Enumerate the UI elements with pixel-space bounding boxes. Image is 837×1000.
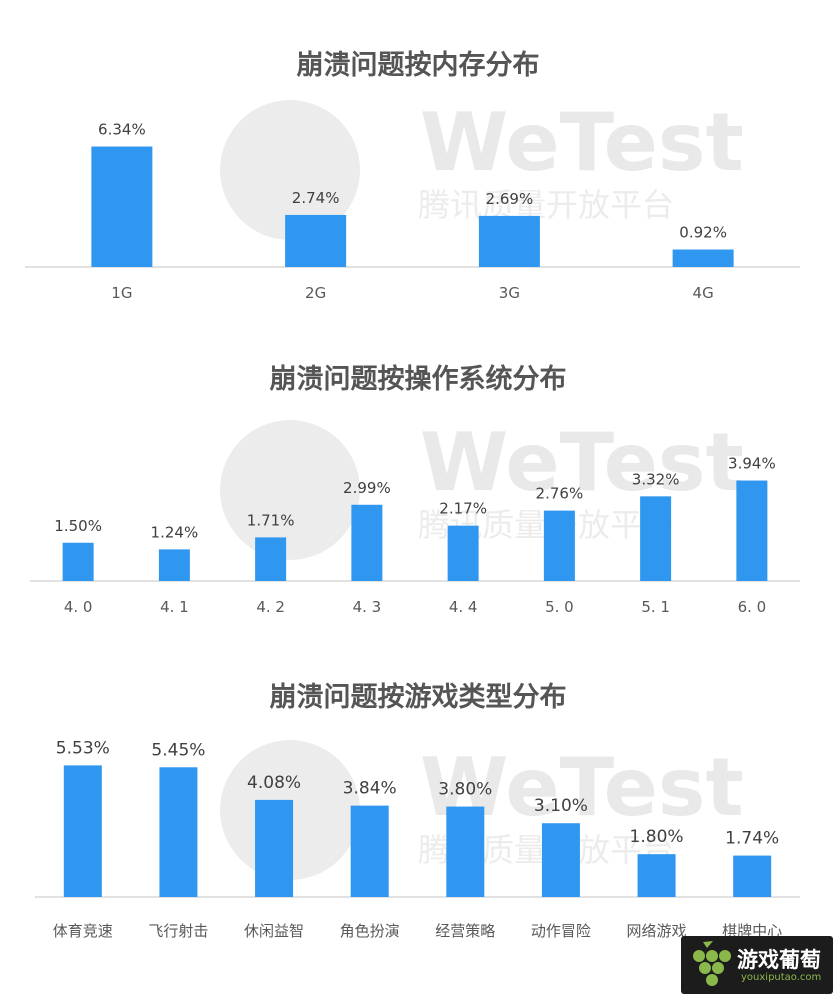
watermark-brand: WeTest	[420, 96, 744, 189]
x-tick-label: 2G	[305, 284, 326, 302]
data-label: 3.80%	[438, 780, 492, 800]
data-label: 3.10%	[534, 796, 588, 816]
x-tick-label: 棋牌中心	[722, 922, 782, 940]
data-label: 3.84%	[343, 779, 397, 799]
x-tick-label: 5. 1	[641, 598, 670, 616]
bar	[158, 549, 190, 581]
x-tick-label: 角色扮演	[340, 922, 400, 940]
bar	[543, 510, 575, 581]
bar	[446, 806, 485, 897]
bar	[63, 765, 102, 897]
data-label: 2.69%	[486, 190, 534, 208]
bar	[478, 215, 540, 267]
bar	[255, 537, 287, 581]
data-label: 6.34%	[98, 121, 146, 139]
bar	[640, 496, 672, 581]
data-label: 2.99%	[343, 479, 391, 497]
x-tick-label: 4. 2	[256, 598, 285, 616]
watermark-1: WeTest 腾讯质量开放平台	[220, 96, 744, 240]
watermark-brand: WeTest	[420, 416, 744, 509]
logo-domain: youxiputao.com	[741, 972, 822, 983]
chart-title: 崩溃问题按操作系统分布	[270, 363, 567, 395]
x-tick-label: 1G	[111, 284, 132, 302]
os-chart: 崩溃问题按操作系统分布 1.50% 4. 0 1.24% 4. 1 1.71% 4. 2 2…	[30, 363, 800, 616]
x-tick-label: 4. 0	[64, 598, 93, 616]
x-tick-label: 休闲益智	[244, 922, 304, 940]
x-tick-label: 6. 0	[738, 598, 767, 616]
data-label: 3.94%	[728, 455, 776, 473]
data-label: 1.24%	[151, 523, 199, 541]
data-label: 1.50%	[54, 517, 102, 535]
x-tick-label: 飞行射击	[148, 922, 208, 940]
logo-name: 游戏葡萄	[737, 948, 821, 972]
x-tick-label: 4G	[693, 284, 714, 302]
bar	[159, 767, 198, 897]
data-label: 2.17%	[439, 500, 487, 518]
x-tick-label: 4. 3	[353, 598, 382, 616]
data-label: 5.53%	[56, 738, 110, 758]
bar	[350, 805, 389, 897]
x-tick-label: 经营策略	[435, 922, 495, 940]
data-label: 1.80%	[630, 827, 684, 847]
chart-title: 崩溃问题按游戏类型分布	[270, 681, 567, 713]
chart-title: 崩溃问题按内存分布	[297, 49, 540, 81]
x-tick-label: 4. 1	[160, 598, 189, 616]
data-label: 1.71%	[247, 511, 295, 529]
x-tick-label: 动作冒险	[531, 922, 591, 940]
data-label: 4.08%	[247, 773, 301, 793]
data-label: 1.74%	[725, 829, 779, 849]
bar	[637, 854, 676, 897]
youxiputao-logo: 游戏葡萄 youxiputao.com	[681, 936, 833, 994]
data-label: 5.45%	[151, 740, 205, 760]
data-label: 0.92%	[679, 224, 727, 242]
data-label: 2.76%	[536, 485, 584, 503]
x-tick-label: 4. 4	[449, 598, 478, 616]
x-tick-label: 3G	[499, 284, 520, 302]
bar	[62, 542, 94, 581]
game-type-chart: 崩溃问题按游戏类型分布 5.53% 体育竞速 5.45% 飞行射击 4.08% 休闲益智 3…	[35, 681, 800, 940]
bar	[733, 855, 772, 897]
watermark-subtitle: 腾讯质量开放平台	[418, 186, 674, 224]
bar	[736, 480, 768, 581]
x-tick-label: 网络游戏	[627, 922, 687, 940]
bar	[447, 525, 479, 581]
wetest-mark-icon	[220, 100, 360, 240]
bar	[285, 214, 347, 267]
memory-chart: 崩溃问题按内存分布 6.34% 1G 2.74% 2G 2.69% 3G 0.92% 4G	[25, 49, 800, 302]
bar	[255, 799, 294, 897]
grape-icon	[693, 941, 731, 986]
bar	[541, 823, 580, 897]
wetest-mark-icon	[220, 420, 360, 560]
bar	[672, 249, 734, 267]
x-tick-label: 5. 0	[545, 598, 574, 616]
x-tick-label: 体育竞速	[53, 922, 113, 940]
data-label: 2.74%	[292, 189, 340, 207]
bar	[91, 146, 153, 267]
data-label: 3.32%	[632, 470, 680, 488]
bar	[351, 504, 383, 581]
